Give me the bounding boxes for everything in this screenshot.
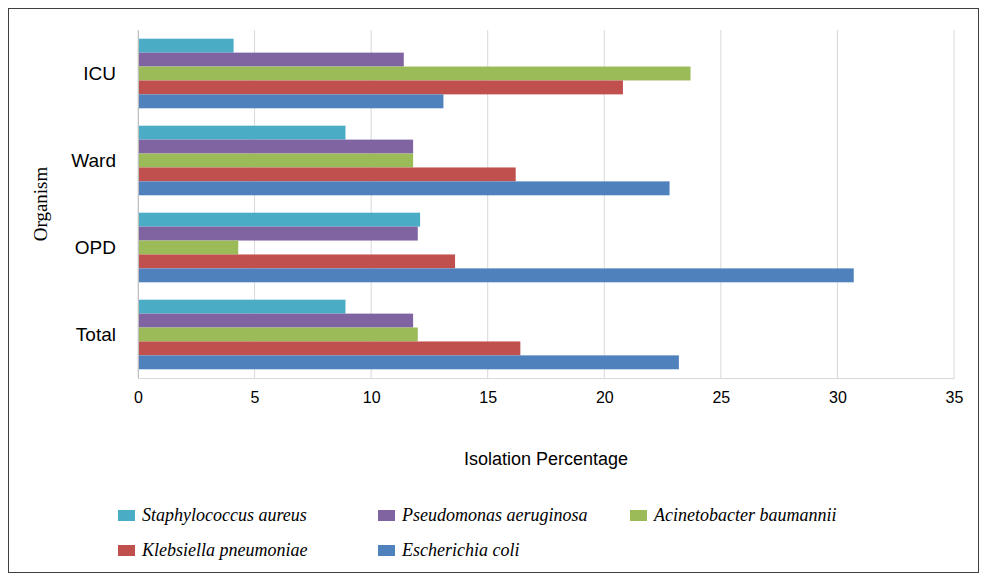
y-tick-label: Total: [76, 324, 116, 345]
bar: [138, 254, 455, 268]
grid-line: [954, 30, 955, 378]
x-tick-label: 0: [134, 389, 143, 406]
grid-line: [720, 30, 721, 378]
x-tick: 0: [134, 378, 143, 406]
y-tick: OPD: [75, 237, 138, 258]
bar: [138, 181, 670, 195]
bar: [138, 227, 418, 241]
bar: [138, 80, 623, 94]
bar: [138, 67, 691, 81]
legend-item: Pseudomonas aeruginosa: [378, 505, 588, 525]
legend-label: Pseudomonas aeruginosa: [401, 505, 588, 525]
bar: [138, 241, 238, 255]
y-tick-label: OPD: [75, 237, 116, 258]
x-tick: 30: [829, 378, 847, 406]
legend-swatch: [378, 510, 395, 521]
bar: [138, 126, 345, 140]
x-tick-label: 25: [712, 389, 730, 406]
legend-label: Acinetobacter baumannii: [653, 505, 836, 525]
x-tick: 25: [712, 378, 730, 406]
legend-swatch: [630, 510, 647, 521]
legend-swatch: [118, 510, 135, 521]
bar: [138, 140, 413, 154]
x-tick-label: 30: [829, 389, 847, 406]
x-tick-label: 5: [251, 389, 260, 406]
x-tick-label: 10: [363, 389, 381, 406]
y-tick-label: Ward: [71, 150, 116, 171]
bar: [138, 94, 443, 108]
bar: [138, 213, 420, 227]
legend-label: Staphylococcus aureus: [142, 505, 307, 525]
x-axis: 0 5 10 15 20 25 30 35: [134, 378, 963, 406]
bar: [138, 53, 404, 67]
legend-item: Staphylococcus aureus: [118, 505, 307, 525]
x-tick: 5: [251, 378, 260, 406]
bar: [138, 167, 516, 181]
y-tick: Total: [76, 324, 138, 345]
x-tick-label: 20: [596, 389, 614, 406]
bar: [138, 355, 679, 369]
chart: 0 5 10 15 20 25 30 35 ICU Ward OPD Total Isolation P…: [0, 0, 987, 581]
y-tick-label: ICU: [83, 63, 116, 84]
bar: [138, 314, 413, 328]
grid-line: [837, 30, 838, 378]
bar: [138, 300, 345, 314]
y-tick: Ward: [71, 150, 138, 171]
legend-swatch: [378, 545, 395, 556]
legend-item: Escherichia coli: [378, 540, 519, 560]
x-tick: 20: [596, 378, 614, 406]
x-axis-line: [139, 378, 955, 379]
legend-item: Acinetobacter baumannii: [630, 505, 836, 525]
bar: [138, 154, 413, 168]
bar: [138, 268, 854, 282]
y-tick: ICU: [83, 63, 138, 84]
bar: [138, 39, 234, 53]
bars: [138, 39, 854, 370]
bar: [138, 341, 520, 355]
x-tick-label: 15: [479, 389, 497, 406]
grid-line: [138, 30, 139, 378]
frame: [9, 9, 979, 573]
bar: [138, 328, 418, 342]
legend: Staphylococcus aureus Pseudomonas aerugin…: [118, 505, 836, 560]
x-tick: 10: [363, 378, 381, 406]
y-axis: ICU Ward OPD Total: [71, 31, 138, 379]
y-axis-title: Organism: [30, 166, 51, 241]
x-tick: 15: [479, 378, 497, 406]
x-axis-title: Isolation Percentage: [464, 449, 628, 469]
y-axis-line: [138, 31, 139, 379]
x-tick: 35: [946, 378, 964, 406]
grid: [138, 30, 954, 378]
legend-label: Escherichia coli: [401, 540, 519, 560]
legend-label: Klebsiella pneumoniae: [141, 540, 307, 560]
x-tick-label: 35: [946, 389, 964, 406]
legend-item: Klebsiella pneumoniae: [118, 540, 307, 560]
legend-swatch: [118, 545, 135, 556]
